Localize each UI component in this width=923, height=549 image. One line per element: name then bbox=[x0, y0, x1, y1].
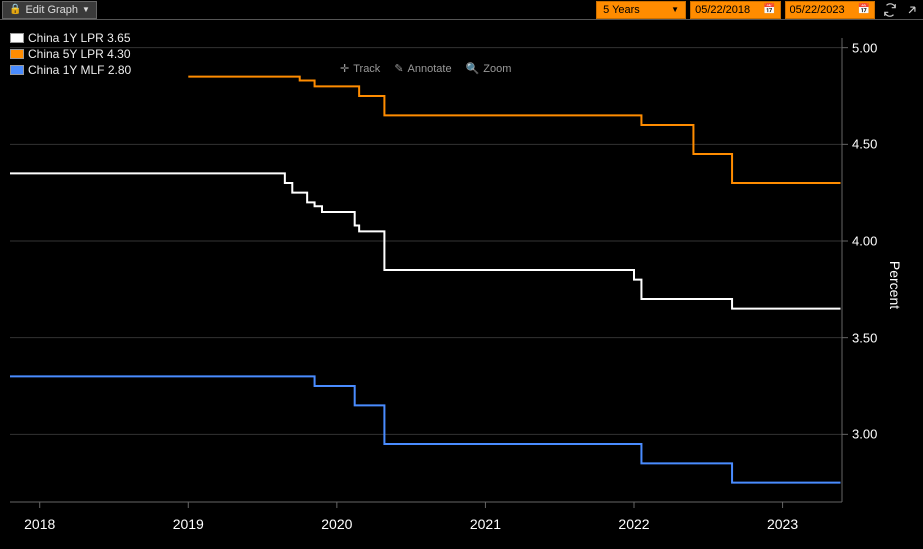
zoom-tool[interactable]: 🔍 Zoom bbox=[466, 62, 512, 75]
legend-item: China 1Y MLF 2.80 bbox=[10, 62, 131, 78]
xtick-label: 2019 bbox=[173, 516, 204, 532]
xtick-label: 2021 bbox=[470, 516, 501, 532]
edit-graph-label: Edit Graph bbox=[25, 4, 78, 16]
crosshair-icon: ✛ bbox=[340, 62, 349, 75]
legend-item: China 5Y LPR 4.30 bbox=[10, 46, 131, 62]
track-label: Track bbox=[353, 63, 380, 75]
xtick-label: 2020 bbox=[321, 516, 352, 532]
legend-swatch bbox=[10, 65, 24, 75]
calendar-icon[interactable]: 📅 bbox=[763, 4, 775, 15]
chart-area: China 1Y LPR 3.65China 5Y LPR 4.30China … bbox=[0, 20, 923, 549]
range-dropdown[interactable]: 5 Years ▼ bbox=[596, 1, 686, 19]
calendar-icon[interactable]: 📅 bbox=[858, 4, 870, 15]
date-to-input[interactable] bbox=[790, 4, 856, 16]
annotate-label: Annotate bbox=[408, 63, 452, 75]
xtick-label: 2018 bbox=[24, 516, 55, 532]
range-selected-label: 5 Years bbox=[603, 4, 640, 16]
zoom-label: Zoom bbox=[483, 63, 511, 75]
chart-svg bbox=[0, 20, 923, 549]
legend-label: China 1Y LPR 3.65 bbox=[28, 30, 131, 46]
yaxis-title: Percent bbox=[887, 260, 903, 308]
ytick-label: 3.00 bbox=[852, 427, 877, 442]
edit-graph-button[interactable]: 🔒 Edit Graph ▼ bbox=[2, 1, 97, 19]
magnifier-icon: 🔍 bbox=[466, 62, 480, 75]
ytick-label: 3.50 bbox=[852, 330, 877, 345]
legend-item: China 1Y LPR 3.65 bbox=[10, 30, 131, 46]
legend-swatch bbox=[10, 33, 24, 43]
date-to-box[interactable]: 📅 bbox=[785, 1, 875, 19]
chart-tools: ✛ Track ✎ Annotate 🔍 Zoom bbox=[340, 62, 511, 75]
pencil-icon: ✎ bbox=[394, 62, 403, 75]
chevron-down-icon: ▼ bbox=[671, 5, 679, 14]
legend: China 1Y LPR 3.65China 5Y LPR 4.30China … bbox=[10, 30, 131, 78]
legend-label: China 5Y LPR 4.30 bbox=[28, 46, 131, 62]
ytick-label: 5.00 bbox=[852, 40, 877, 55]
date-from-box[interactable]: 📅 bbox=[690, 1, 780, 19]
xtick-label: 2023 bbox=[767, 516, 798, 532]
annotate-tool[interactable]: ✎ Annotate bbox=[394, 62, 451, 75]
chevron-down-icon: ▼ bbox=[82, 5, 90, 14]
lock-icon: 🔒 bbox=[9, 4, 21, 15]
xtick-label: 2022 bbox=[618, 516, 649, 532]
legend-label: China 1Y MLF 2.80 bbox=[28, 62, 131, 78]
date-from-input[interactable] bbox=[695, 4, 761, 16]
ytick-label: 4.50 bbox=[852, 137, 877, 152]
refresh-icon[interactable] bbox=[881, 1, 899, 19]
ytick-label: 4.00 bbox=[852, 234, 877, 249]
toolbar: 🔒 Edit Graph ▼ 5 Years ▼ 📅 📅 bbox=[0, 0, 923, 20]
legend-swatch bbox=[10, 49, 24, 59]
popout-icon[interactable] bbox=[903, 1, 921, 19]
track-tool[interactable]: ✛ Track bbox=[340, 62, 380, 75]
